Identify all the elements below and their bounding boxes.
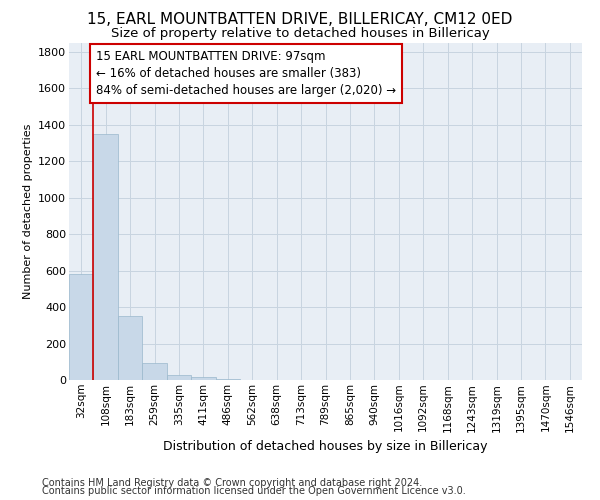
Bar xyxy=(118,316,142,380)
Text: 15, EARL MOUNTBATTEN DRIVE, BILLERICAY, CM12 0ED: 15, EARL MOUNTBATTEN DRIVE, BILLERICAY, … xyxy=(88,12,512,28)
Bar xyxy=(215,378,240,380)
Bar xyxy=(167,374,191,380)
Text: 15 EARL MOUNTBATTEN DRIVE: 97sqm
← 16% of detached houses are smaller (383)
84% : 15 EARL MOUNTBATTEN DRIVE: 97sqm ← 16% o… xyxy=(96,50,396,97)
Text: Contains HM Land Registry data © Crown copyright and database right 2024.: Contains HM Land Registry data © Crown c… xyxy=(42,478,422,488)
Bar xyxy=(69,274,94,380)
Y-axis label: Number of detached properties: Number of detached properties xyxy=(23,124,32,299)
Text: Contains public sector information licensed under the Open Government Licence v3: Contains public sector information licen… xyxy=(42,486,466,496)
X-axis label: Distribution of detached houses by size in Billericay: Distribution of detached houses by size … xyxy=(163,440,488,453)
Text: Size of property relative to detached houses in Billericay: Size of property relative to detached ho… xyxy=(110,28,490,40)
Bar xyxy=(191,376,215,380)
Bar xyxy=(94,134,118,380)
Bar xyxy=(142,362,167,380)
